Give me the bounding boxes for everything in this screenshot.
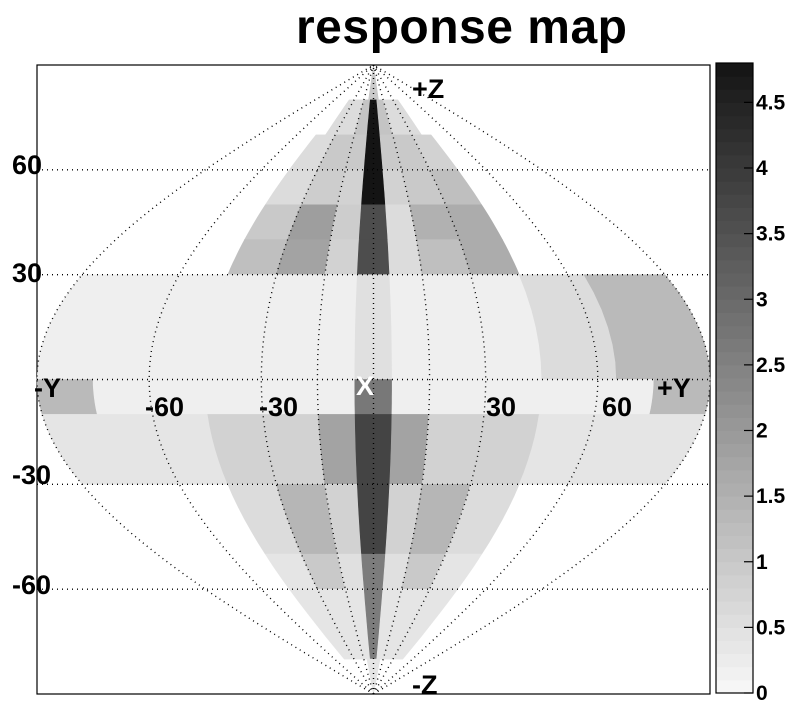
heatmap-cell xyxy=(429,553,483,590)
colorbar-band xyxy=(716,614,753,628)
colorbar-band xyxy=(716,627,753,642)
colorbar-band xyxy=(716,128,753,143)
colorbar-band xyxy=(716,181,753,195)
colorbar-band xyxy=(716,522,753,537)
colorbar-band xyxy=(716,207,753,221)
colorbar-band xyxy=(716,220,753,235)
axis-marker-plus-z: +Z xyxy=(412,74,444,104)
colorbar-band xyxy=(716,404,753,418)
lat-label-minus60: -60 xyxy=(12,570,51,600)
heatmap-cell xyxy=(368,64,379,101)
meridian-line xyxy=(36,64,374,695)
colorbar-band xyxy=(716,141,753,156)
colorbar-tick-label: 0 xyxy=(756,682,768,705)
colorbar-band xyxy=(716,246,753,261)
colorbar-band xyxy=(716,417,753,431)
heatmap-cells xyxy=(36,64,711,695)
lat-label-60: 60 xyxy=(12,150,42,180)
colorbar-band xyxy=(716,299,753,313)
colorbar-band xyxy=(716,338,753,353)
axis-marker-plus-y: +Y xyxy=(657,373,691,403)
lon-label-30: 30 xyxy=(486,392,516,422)
heatmap-cell xyxy=(363,134,384,171)
colorbar-tick-label: 4 xyxy=(756,157,768,180)
colorbar-band xyxy=(716,548,753,563)
colorbar-band xyxy=(716,154,753,169)
colorbar-ticks: 0 0.5 1 1.5 2 2.5 3 3.5 4 4.5 xyxy=(744,91,786,705)
colorbar-tick-label: 0.5 xyxy=(756,616,786,639)
heatmap-cell xyxy=(356,239,391,276)
colorbar-tick-label: 1 xyxy=(756,551,768,574)
heatmap-cell xyxy=(361,169,386,206)
colorbar-frame xyxy=(715,62,754,694)
colorbar-band xyxy=(716,653,753,668)
colorbar-band xyxy=(716,351,753,366)
heatmap-cell xyxy=(649,379,711,415)
colorbar-band xyxy=(716,469,753,484)
chart-title: response map xyxy=(296,1,628,54)
colorbar-tick-label: 2.5 xyxy=(756,354,786,377)
colorbar-band xyxy=(716,588,753,602)
colorbar-band xyxy=(716,194,753,208)
colorbar-tick-label: 2 xyxy=(756,420,768,443)
colorbar-band xyxy=(716,561,753,576)
colorbar-band xyxy=(716,456,753,471)
colorbar-band xyxy=(716,364,753,379)
colorbar-band xyxy=(716,259,753,274)
colorbar-band xyxy=(716,601,753,615)
colorbar-band xyxy=(716,443,753,458)
axis-marker-minus-z: -Z xyxy=(412,670,437,700)
lon-label-minus30: -30 xyxy=(259,392,298,422)
colorbar-band xyxy=(716,378,753,392)
colorbar-band xyxy=(716,63,753,77)
lat-label-30: 30 xyxy=(12,258,42,288)
heatmap-cell xyxy=(411,134,459,171)
colorbar-tick-label: 4.5 xyxy=(756,91,786,114)
lon-label-60: 60 xyxy=(602,392,632,422)
heatmap-cell xyxy=(389,274,543,380)
colorbar-band xyxy=(716,233,753,248)
lat-label-minus30: -30 xyxy=(12,460,51,490)
meridian-line xyxy=(373,64,711,695)
heatmap-cell xyxy=(445,483,520,555)
colorbar-band xyxy=(716,168,753,182)
heatmap-cell xyxy=(204,274,358,380)
heatmap-cell xyxy=(358,204,389,240)
lon-label-minus60: -60 xyxy=(145,392,184,422)
colorbar xyxy=(716,63,753,694)
colorbar-band xyxy=(716,640,753,655)
colorbar-band xyxy=(716,76,753,90)
colorbar-band xyxy=(716,325,753,340)
colorbar-tick-label: 3.5 xyxy=(756,223,786,246)
colorbar-band xyxy=(716,430,753,445)
axis-marker-minus-y: -Y xyxy=(34,373,61,403)
colorbar-band xyxy=(716,115,753,130)
colorbar-band xyxy=(716,102,753,117)
heatmap-cell xyxy=(421,414,540,485)
colorbar-tick-label: 1.5 xyxy=(756,485,786,508)
colorbar-band xyxy=(716,483,753,497)
colorbar-band xyxy=(716,273,753,287)
colorbar-band xyxy=(716,391,753,405)
colorbar-band xyxy=(716,286,753,300)
heatmap-cell xyxy=(92,379,356,415)
colorbar-band xyxy=(716,496,753,510)
colorbar-band xyxy=(716,666,753,681)
heatmap-cell xyxy=(366,658,381,695)
colorbar-band xyxy=(716,89,753,103)
graticule-grid xyxy=(36,64,711,695)
colorbar-band xyxy=(716,679,753,694)
meridian-line xyxy=(372,64,431,695)
heatmap-cell xyxy=(207,414,326,485)
heatmap-cell xyxy=(458,239,520,276)
colorbar-band xyxy=(716,312,753,327)
colorbar-tick-label: 3 xyxy=(756,288,768,311)
axis-marker-x: X xyxy=(356,371,374,401)
colorbar-band xyxy=(716,509,753,523)
colorbar-band xyxy=(716,535,753,550)
colorbar-band xyxy=(716,574,753,589)
